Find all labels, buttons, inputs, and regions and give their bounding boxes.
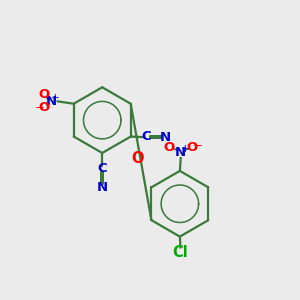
Text: C: C xyxy=(98,162,107,175)
Text: N: N xyxy=(97,181,108,194)
Text: N: N xyxy=(160,131,171,144)
Text: −: − xyxy=(35,101,45,114)
Text: O: O xyxy=(38,101,49,114)
Text: Cl: Cl xyxy=(172,244,188,260)
Text: N: N xyxy=(175,146,186,159)
Text: O: O xyxy=(187,140,198,154)
Text: O: O xyxy=(38,88,49,101)
Text: +: + xyxy=(181,144,190,154)
Text: +: + xyxy=(51,93,60,103)
Text: N: N xyxy=(46,95,57,108)
Text: O: O xyxy=(164,140,175,154)
Text: C: C xyxy=(142,130,151,143)
Text: O: O xyxy=(131,151,144,166)
Text: −: − xyxy=(193,139,202,152)
